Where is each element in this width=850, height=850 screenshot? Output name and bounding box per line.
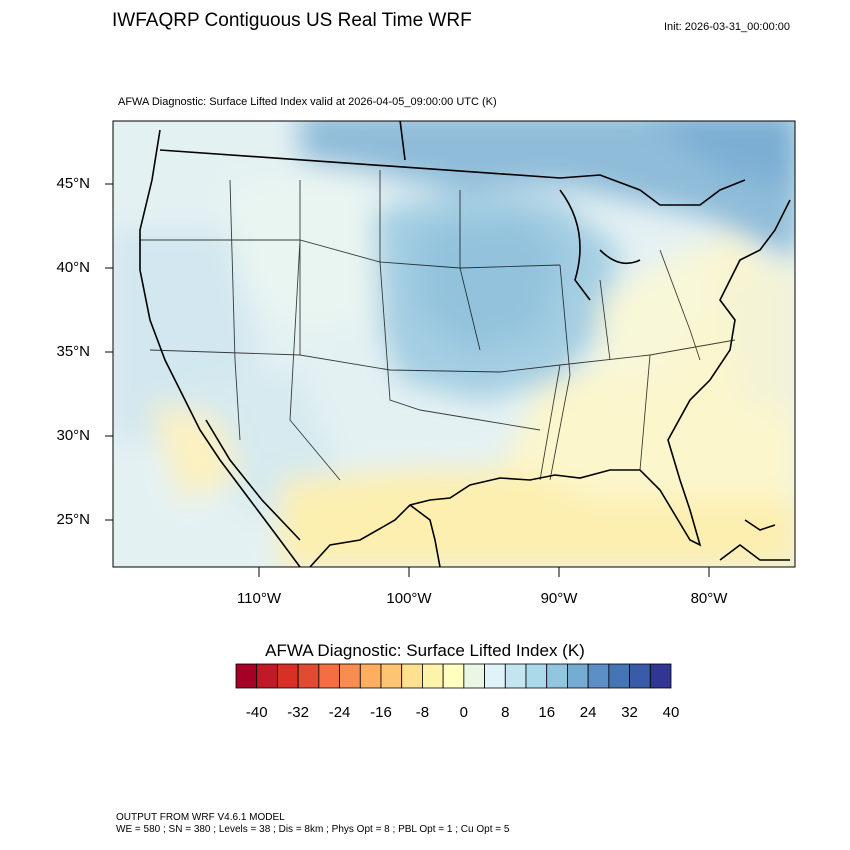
colorbar-swatch bbox=[463, 663, 485, 689]
colorbar-swatch bbox=[629, 663, 651, 689]
page-title: IWFAQRP Contiguous US Real Time WRF bbox=[112, 10, 472, 31]
colorbar-tick-label: -24 bbox=[328, 704, 351, 721]
colorbar-swatch bbox=[567, 663, 589, 689]
colorbar bbox=[235, 663, 672, 689]
lon-label: 80°W bbox=[690, 590, 728, 607]
init-time-label: Init: 2026-03-31_00:00:00 bbox=[664, 21, 790, 33]
colorbar-swatch bbox=[277, 663, 299, 689]
colorbar-swatch bbox=[587, 663, 610, 689]
lat-label: 45°N bbox=[56, 175, 90, 192]
colorbar-title: AFWA Diagnostic: Surface Lifted Index (K… bbox=[265, 641, 585, 660]
colorbar-tick-label: 40 bbox=[662, 704, 680, 721]
map-frame bbox=[112, 120, 796, 568]
lat-label: 30°N bbox=[56, 427, 90, 444]
map-subtitle: AFWA Diagnostic: Surface Lifted Index va… bbox=[118, 96, 497, 108]
colorbar-swatch bbox=[422, 663, 444, 689]
colorbar-swatch bbox=[546, 663, 568, 689]
axis-ticks bbox=[105, 183, 710, 577]
lifted-index-field bbox=[113, 121, 795, 567]
colorbar-swatch bbox=[359, 663, 382, 689]
colorbar-swatch bbox=[525, 663, 548, 689]
colorbar-swatch bbox=[318, 663, 340, 689]
colorbar-tick-label: -8 bbox=[415, 704, 430, 721]
lat-label: 25°N bbox=[56, 511, 90, 528]
colorbar-tick-label: -16 bbox=[370, 704, 392, 721]
colorbar-swatch bbox=[235, 663, 258, 689]
coastline bbox=[139, 121, 791, 567]
colorbar-swatch bbox=[380, 663, 403, 689]
lat-label: 40°N bbox=[56, 259, 90, 276]
colorbar-tick-label: -40 bbox=[245, 704, 268, 721]
colorbar-swatch bbox=[401, 663, 423, 689]
lat-label: 35°N bbox=[56, 343, 90, 360]
colorbar-tick-label: 32 bbox=[621, 704, 638, 721]
colorbar-tick-label: -32 bbox=[287, 704, 309, 721]
colorbar-swatch bbox=[442, 663, 465, 689]
colorbar-tick-label: 8 bbox=[501, 704, 510, 721]
colorbar-swatch bbox=[649, 663, 672, 689]
colorbar-swatch bbox=[256, 663, 278, 689]
lon-label: 100°W bbox=[386, 590, 432, 607]
lon-label: 90°W bbox=[540, 590, 578, 607]
lon-label: 110°W bbox=[236, 590, 282, 607]
footer-model-line: OUTPUT FROM WRF V4.6.1 MODEL bbox=[116, 812, 285, 823]
colorbar-swatch bbox=[504, 663, 527, 689]
state-borders bbox=[140, 170, 736, 481]
colorbar-tick-label: 24 bbox=[579, 704, 597, 721]
colorbar-swatch bbox=[339, 663, 361, 689]
footer-options-line: WE = 580 ; SN = 380 ; Levels = 38 ; Dis … bbox=[116, 824, 510, 835]
colorbar-tick-label: 0 bbox=[459, 704, 469, 721]
colorbar-swatch bbox=[608, 663, 630, 689]
colorbar-swatch bbox=[297, 663, 320, 689]
colorbar-swatch bbox=[484, 663, 506, 689]
colorbar-tick-label: 16 bbox=[538, 704, 556, 721]
